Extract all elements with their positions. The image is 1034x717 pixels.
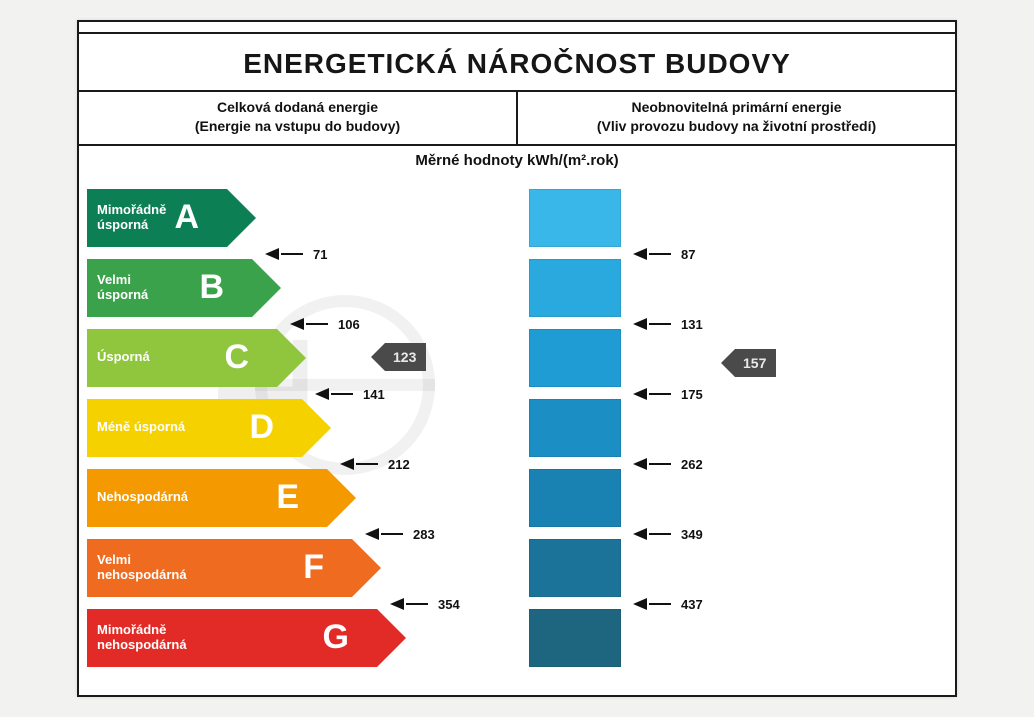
blue-band <box>529 329 621 387</box>
right-header: Neobnovitelná primární energie (Vliv pro… <box>518 92 955 144</box>
blue-band <box>529 469 621 527</box>
units-label: Měrné hodnoty kWh/(m².rok) <box>79 146 955 173</box>
arrow-left-icon <box>633 598 647 610</box>
right-threshold-value: 262 <box>681 457 703 472</box>
arrow-left-icon <box>633 388 647 400</box>
blue-band <box>529 399 621 457</box>
arrow-left-icon <box>633 528 647 540</box>
right-threshold: 87 <box>633 247 695 262</box>
arrow-left-icon <box>390 598 404 610</box>
class-bar-B: Velmi úsporná B <box>87 259 252 317</box>
class-letter-A: A <box>174 198 199 237</box>
left-threshold-value: 283 <box>413 527 435 542</box>
class-letter-G: G <box>323 618 349 657</box>
class-bar-F: Velmi nehospodárná F <box>87 539 352 597</box>
right-threshold-value: 175 <box>681 387 703 402</box>
left-threshold-value: 141 <box>363 387 385 402</box>
class-bar-C: Úsporná C <box>87 329 277 387</box>
right-threshold: 175 <box>633 387 703 402</box>
left-threshold: 71 <box>265 247 327 262</box>
right-threshold: 437 <box>633 597 703 612</box>
title-row: ENERGETICKÁ NÁROČNOST BUDOVY <box>79 34 955 92</box>
class-bar-G: Mimořádně nehospodárná G <box>87 609 377 667</box>
right-threshold: 131 <box>633 317 703 332</box>
class-label-G: Mimořádně nehospodárná <box>97 623 187 653</box>
left-threshold-value: 354 <box>438 597 460 612</box>
left-threshold-value: 106 <box>338 317 360 332</box>
left-threshold: 283 <box>365 527 435 542</box>
right-threshold-value: 349 <box>681 527 703 542</box>
class-letter-E: E <box>276 478 299 517</box>
class-label-B: Velmi úsporná <box>97 273 148 303</box>
class-label-E: Nehospodárná <box>97 490 188 505</box>
right-threshold: 262 <box>633 457 703 472</box>
right-column: 87 131 175 262 349 437 157 <box>517 183 949 683</box>
arrow-left-icon <box>265 248 279 260</box>
left-threshold-value: 212 <box>388 457 410 472</box>
right-header-line2: (Vliv provozu budovy na životní prostřed… <box>597 118 876 134</box>
class-label-C: Úsporná <box>97 350 150 365</box>
arrow-left-icon <box>365 528 379 540</box>
class-label-F: Velmi nehospodárná <box>97 553 187 583</box>
left-threshold: 141 <box>315 387 385 402</box>
arrow-left-icon <box>633 248 647 260</box>
right-threshold-value: 87 <box>681 247 695 262</box>
class-letter-F: F <box>303 548 324 587</box>
class-label-A: Mimořádně úsporná <box>97 203 166 233</box>
left-header-line1: Celková dodaná energie <box>217 99 378 115</box>
arrow-left-icon <box>633 318 647 330</box>
energy-card: ENERGETICKÁ NÁROČNOST BUDOVY Celková dod… <box>77 20 957 697</box>
right-threshold-value: 131 <box>681 317 703 332</box>
blue-band <box>529 189 621 247</box>
arrow-left-icon <box>340 458 354 470</box>
left-header: Celková dodaná energie (Energie na vstup… <box>79 92 518 144</box>
sub-headers: Celková dodaná energie (Energie na vstup… <box>79 92 955 146</box>
left-threshold: 106 <box>290 317 360 332</box>
left-header-line2: (Energie na vstupu do budovy) <box>195 118 400 134</box>
right-threshold-value: 437 <box>681 597 703 612</box>
class-letter-D: D <box>249 408 274 447</box>
class-bar-A: Mimořádně úsporná A <box>87 189 227 247</box>
class-label-D: Méně úsporná <box>97 420 185 435</box>
left-column: H Mimořádně úspornáAVelmi úspornáBÚsporn… <box>85 183 517 683</box>
right-threshold: 349 <box>633 527 703 542</box>
left-value-tag: 123 <box>385 343 426 371</box>
class-letter-B: B <box>199 268 224 307</box>
left-threshold: 354 <box>390 597 460 612</box>
arrow-left-icon <box>290 318 304 330</box>
body-area: H Mimořádně úspornáAVelmi úspornáBÚsporn… <box>79 173 955 695</box>
arrow-left-icon <box>633 458 647 470</box>
blue-band <box>529 259 621 317</box>
top-strip <box>79 22 955 34</box>
right-header-line1: Neobnovitelná primární energie <box>631 99 841 115</box>
left-threshold: 212 <box>340 457 410 472</box>
class-bar-D: Méně úsporná D <box>87 399 302 457</box>
blue-band <box>529 609 621 667</box>
right-value-tag: 157 <box>735 349 776 377</box>
arrow-left-icon <box>315 388 329 400</box>
page-title: ENERGETICKÁ NÁROČNOST BUDOVY <box>87 48 947 80</box>
left-threshold-value: 71 <box>313 247 327 262</box>
class-letter-C: C <box>224 338 249 377</box>
blue-band <box>529 539 621 597</box>
class-bar-E: Nehospodárná E <box>87 469 327 527</box>
